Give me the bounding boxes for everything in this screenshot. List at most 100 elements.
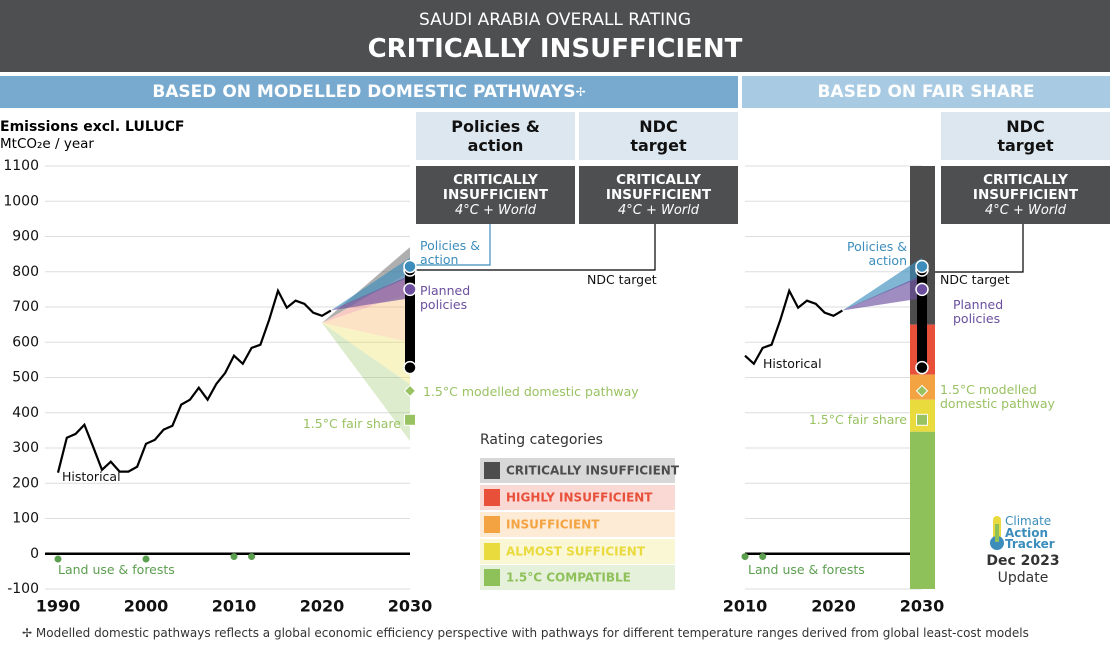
panel-header: BASED ON MODELLED DOMESTIC PATHWAYS ✢ bbox=[0, 76, 738, 108]
box-heading: NDC target bbox=[941, 112, 1110, 160]
y-axis-label: Emissions excl. LULUCF bbox=[0, 119, 185, 135]
legend-band bbox=[480, 485, 675, 510]
x-tick-label: 2020 bbox=[300, 597, 345, 616]
annotation: Planned policies bbox=[953, 297, 1004, 326]
connector bbox=[415, 224, 491, 266]
legend-band bbox=[480, 539, 675, 564]
land-use-point bbox=[248, 553, 256, 561]
projection-point bbox=[403, 282, 417, 297]
benchmark-point bbox=[403, 384, 417, 398]
y-tick-label: 300 bbox=[12, 440, 39, 456]
rating-box: CRITICALLY INSUFFICIENT 4°C + World bbox=[579, 166, 738, 224]
ndc-range bbox=[917, 269, 927, 368]
rating-bar bbox=[910, 431, 935, 589]
legend-band bbox=[480, 512, 675, 537]
annotation: 1.5°C fair share bbox=[808, 412, 907, 427]
annotation: Historical bbox=[763, 356, 822, 371]
panel-header: BASED ON FAIR SHARE bbox=[742, 76, 1110, 108]
y-tick-label: 0 bbox=[30, 546, 39, 562]
rating-box: CRITICALLY INSUFFICIENT 4°C + World bbox=[941, 166, 1110, 224]
legend-swatch bbox=[484, 543, 500, 560]
annotation: 1.5°C modelled domestic pathway bbox=[423, 384, 639, 399]
legend-label: ALMOST SUFFICIENT bbox=[506, 545, 646, 559]
y-tick-label: 400 bbox=[12, 405, 39, 421]
projection-range bbox=[330, 275, 410, 311]
header-subtitle: SAUDI ARABIA OVERALL RATING bbox=[418, 10, 692, 30]
x-tick-label: 2010 bbox=[723, 597, 768, 616]
box-heading: Policies & action bbox=[416, 112, 575, 160]
legend-swatch bbox=[484, 569, 500, 586]
panel-title: BASED ON FAIR SHARE bbox=[817, 82, 1035, 102]
land-use-point bbox=[142, 555, 150, 563]
panel-symbol: ✢ bbox=[575, 85, 586, 99]
rating: CRITICALLY INSUFFICIENT bbox=[605, 171, 712, 203]
box-heading-text: Policies & action bbox=[451, 117, 540, 155]
header-title: CRITICALLY INSUFFICIENT bbox=[367, 34, 743, 64]
projection-point bbox=[915, 282, 929, 297]
footnote: ✢ Modelled domestic pathways reflects a … bbox=[22, 626, 1029, 640]
annotation: Planned policies bbox=[420, 283, 471, 312]
benchmark-point bbox=[915, 384, 929, 398]
annotation: NDC target bbox=[940, 272, 1010, 287]
footnote-symbol: ✢ bbox=[22, 626, 33, 640]
land-use-point bbox=[54, 555, 62, 563]
legend-label: CRITICALLY INSUFFICIENT bbox=[506, 464, 680, 478]
x-tick-label: 2010 bbox=[212, 597, 257, 616]
logo-text: Climate Action Tracker bbox=[1005, 514, 1065, 551]
legend-label: 1.5°C COMPATIBLE bbox=[506, 571, 631, 585]
annotation: Land use & forests bbox=[58, 562, 175, 577]
logo-line: Climate bbox=[1005, 514, 1052, 528]
legend-swatch bbox=[484, 462, 500, 479]
legend-title: Rating categories bbox=[480, 432, 603, 448]
legend-band bbox=[480, 565, 675, 590]
projection-range bbox=[842, 257, 922, 311]
legend-label: HIGHLY INSUFFICIENT bbox=[506, 491, 653, 505]
benchmark-point bbox=[916, 413, 928, 426]
logo-update: Update bbox=[997, 570, 1049, 586]
land-use-point bbox=[230, 553, 238, 561]
x-tick-label: 2000 bbox=[124, 597, 169, 616]
annotation: Historical bbox=[62, 469, 121, 484]
historical-line bbox=[744, 287, 843, 366]
y-tick-label: -100 bbox=[7, 581, 39, 597]
projection-point bbox=[915, 259, 929, 274]
box-heading-text: NDC target bbox=[997, 117, 1054, 155]
y-tick-label: 700 bbox=[12, 299, 39, 315]
projection-range bbox=[842, 275, 922, 311]
y-tick-label: 800 bbox=[12, 264, 39, 280]
panel-title: BASED ON MODELLED DOMESTIC PATHWAYS bbox=[152, 82, 576, 102]
y-axis-unit: MtCO₂e / year bbox=[0, 136, 94, 152]
annotation: Policies & action bbox=[847, 239, 907, 268]
y-tick-label: 1100 bbox=[3, 158, 39, 174]
x-tick-label: 2020 bbox=[811, 597, 856, 616]
legend-band bbox=[480, 458, 675, 483]
annotation: 1.5°C fair share bbox=[302, 416, 401, 431]
annotation: Land use & forests bbox=[748, 562, 865, 577]
annotation: NDC target bbox=[587, 272, 657, 287]
projection-range bbox=[330, 257, 410, 311]
historical-line bbox=[56, 287, 332, 473]
rating-box: CRITICALLY INSUFFICIENT 4°C + World bbox=[416, 166, 575, 224]
ndc-end bbox=[403, 360, 417, 375]
land-use-point bbox=[759, 553, 767, 561]
annotation: 1.5°C modelled domestic pathway bbox=[940, 382, 1055, 411]
y-tick-label: 1000 bbox=[3, 193, 39, 209]
header: SAUDI ARABIA OVERALL RATING CRITICALLY I… bbox=[0, 0, 1110, 72]
projection-point bbox=[403, 259, 417, 274]
ndc-end bbox=[915, 360, 929, 375]
ndc-range bbox=[405, 269, 415, 368]
y-tick-label: 900 bbox=[12, 229, 39, 245]
y-tick-label: 100 bbox=[12, 511, 39, 527]
logo-line: Tracker bbox=[1005, 537, 1055, 551]
rating: CRITICALLY INSUFFICIENT bbox=[972, 171, 1079, 203]
legend-label: INSUFFICIENT bbox=[506, 518, 600, 532]
box-heading-text: NDC target bbox=[630, 117, 687, 155]
annotation: Policies & action bbox=[420, 238, 480, 267]
logo-icon bbox=[990, 516, 1004, 550]
footnote-text: Modelled domestic pathways reflects a gl… bbox=[35, 626, 1029, 640]
legend-swatch bbox=[484, 516, 500, 533]
rating: CRITICALLY INSUFFICIENT bbox=[442, 171, 549, 203]
x-tick-label: 2030 bbox=[900, 597, 945, 616]
